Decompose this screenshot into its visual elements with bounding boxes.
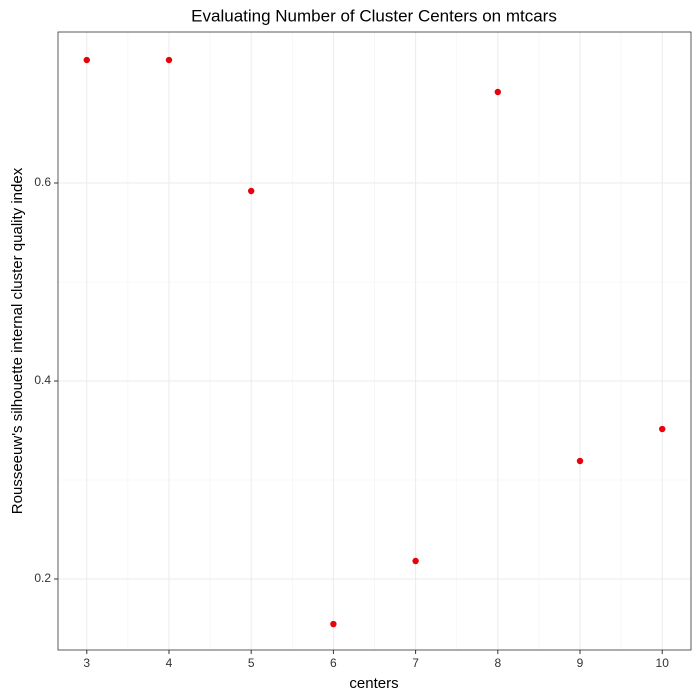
- x-axis-label: centers: [349, 675, 398, 692]
- y-tick-label: 0.4: [34, 373, 51, 387]
- x-tick-label: 7: [412, 656, 419, 670]
- point: [83, 56, 90, 64]
- y-tick-label: 0.6: [34, 175, 51, 189]
- y-axis-label: Rousseeuw's silhouette internal cluster …: [9, 167, 26, 514]
- chart-title: Evaluating Number of Cluster Centers on …: [191, 6, 557, 25]
- point: [494, 88, 502, 96]
- x-tick-label: 10: [656, 656, 670, 670]
- x-tick-label: 8: [494, 656, 501, 670]
- y-tick-label: 0.2: [34, 571, 51, 585]
- x-tick-label: 6: [330, 656, 337, 670]
- point: [330, 620, 337, 628]
- x-tick-label: 3: [83, 656, 90, 670]
- point: [247, 187, 255, 195]
- plot-border: [57, 31, 692, 651]
- x-tick-label: 5: [248, 656, 255, 670]
- point: [659, 425, 666, 433]
- x-tick-label: 4: [166, 656, 173, 670]
- point: [576, 457, 584, 465]
- x-tick-label: 9: [577, 656, 584, 670]
- point: [165, 56, 173, 64]
- point: [412, 557, 419, 565]
